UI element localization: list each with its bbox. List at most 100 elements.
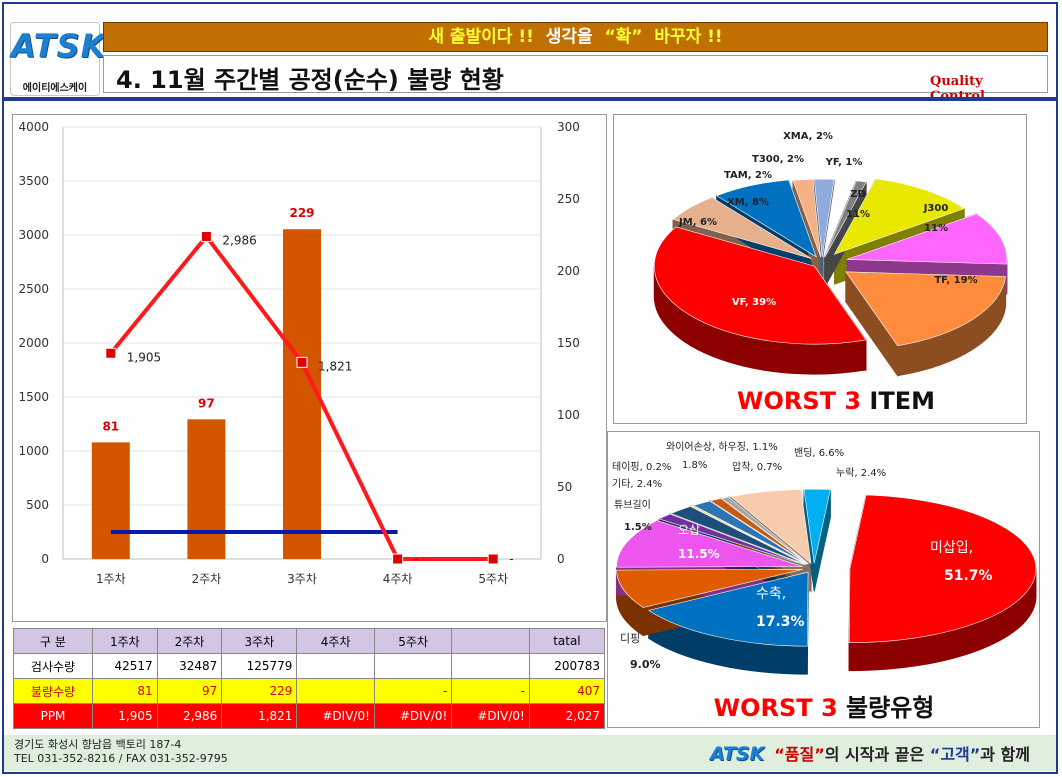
table-cell: 1,905 [92, 703, 158, 729]
qc-line-1: Quality [930, 74, 983, 89]
pie-slice [692, 500, 808, 565]
table-cell: - [373, 678, 453, 704]
company-address-block: 경기도 화성시 향남읍 백토리 187-4 TEL 031-352-8216 /… [14, 738, 228, 766]
ppm-data-label: - [509, 552, 513, 566]
y-tick-label-left: 500 [26, 498, 49, 512]
table-cell [373, 653, 453, 679]
table-cell: 42517 [92, 653, 158, 679]
table-cell: 407 [528, 678, 606, 704]
pie-slice-label: 1.8% [682, 460, 707, 471]
table-cell: 97 [156, 678, 223, 704]
bar-data-label: 81 [102, 419, 119, 433]
title-bar: 4. 11월 주간별 공정(순수) 불량 현황 Quality Control [103, 55, 1048, 104]
pie-slice [616, 520, 803, 568]
ppm-point [105, 347, 117, 359]
pie-slice-label: 수축, [756, 586, 786, 602]
pie-slice-value: 1.5% [624, 522, 652, 533]
pie-slice-label: 디핑 [620, 632, 640, 645]
table-row: 불량수량 81 97 229 - - 407 [13, 678, 606, 704]
y-tick-label-right: 100 [557, 408, 580, 422]
pie-slice-label: 테이핑, 0.2% [612, 461, 671, 473]
pie-slice [792, 178, 821, 258]
table-cell [451, 653, 530, 679]
table-cell: #DIV/0! [373, 703, 453, 729]
table-cell: 1,821 [221, 703, 298, 729]
pie-slice-label: 오삽 [678, 523, 700, 537]
page-title: 4. 11월 주간별 공정(순수) 불량 현황 [116, 66, 504, 94]
table-cell: 229 [221, 678, 298, 704]
weekly-chart-panel: 0 500 1000 1500 2000 2500 3000 3500 4000 0 50 100 15… [12, 114, 607, 622]
y-tick-label-right: 250 [557, 192, 580, 206]
table-cell: - [451, 678, 530, 704]
pie-slice-label: 누락, 2.4% [836, 467, 886, 479]
slogan-banner: 새 출발이다 !! 생각을 “확” 바꾸자 !! [103, 22, 1048, 52]
table-cell: 2,986 [156, 703, 223, 729]
pie-slice [616, 569, 803, 608]
pie-slice [658, 513, 806, 566]
ppm-data-label: - [414, 552, 418, 566]
x-tick-label: 5주차 [478, 572, 508, 586]
y-tick-label-left: 0 [41, 552, 49, 566]
header-divider [4, 97, 1056, 101]
y-tick-label-left: 3500 [18, 174, 49, 188]
footer: 경기도 화성시 향남읍 백토리 187-4 TEL 031-352-8216 /… [4, 735, 1056, 771]
pie-slice-value: 17.3% [756, 614, 805, 630]
pie-slice [690, 505, 807, 565]
footer-slogan: ATSK “품질”의 시작과 끝은 “고객”과 함께 [710, 741, 1030, 765]
table-header-cell: 1주차 [92, 628, 158, 654]
logo-subtitle: 에이티에스케이 [22, 83, 88, 94]
table-row: 검사수량 42517 32487 125779 200783 [13, 653, 606, 679]
pie-slice-label: XM, 8% [727, 197, 769, 208]
table-cell: 32487 [156, 653, 223, 679]
pie-title-number: 3 [821, 694, 846, 722]
weekly-stats-table: 구 분 1주차 2주차 3주차 4주차 5주차 tatal 검사수량 42517… [13, 628, 606, 729]
pie-slice [648, 571, 809, 647]
pie-slice [846, 213, 1008, 265]
x-tick-label: 1주차 [96, 572, 126, 586]
pie-slice-label: J300 [923, 203, 949, 214]
pie-slice-value: 11% [846, 209, 870, 220]
ppm-point [296, 356, 308, 368]
pie-slice [803, 488, 831, 564]
bar [283, 229, 321, 559]
pie-slice-label: XMA, 2% [783, 131, 833, 142]
table-header-cell [451, 628, 530, 654]
table-row: PPM 1,905 2,986 1,821 #DIV/0! #DIV/0! #D… [13, 703, 606, 729]
banner-part-4: 바꾸자 !! [654, 27, 723, 47]
bar-data-label: 97 [198, 396, 215, 410]
table-cell: #DIV/0! [296, 703, 375, 729]
pie-slice [824, 180, 867, 258]
pie-slice-label: JM, 6% [678, 217, 717, 228]
company-phone: TEL 031-352-8216 / FAX 031-352-9795 [14, 752, 228, 765]
pie-slice-label: TF, 19% [934, 275, 977, 286]
company-address: 경기도 화성시 향남읍 백토리 187-4 [14, 738, 182, 751]
ppm-point [487, 553, 499, 565]
pie-slice-label: YF, 1% [825, 157, 863, 168]
banner-part-1: 새 출발이다 !! [428, 27, 534, 47]
pie-title-worst: WORST [737, 387, 844, 415]
bar [91, 442, 130, 559]
pie-slice-value: 11% [924, 223, 948, 234]
bar [187, 419, 226, 559]
slogan-quality: “품질” [774, 745, 825, 764]
pie-slice-value: 9.0% [630, 658, 661, 671]
ppm-data-label: 1,905 [127, 350, 161, 364]
pie-title-number: 3 [844, 387, 869, 415]
pie-slice [653, 226, 867, 345]
x-tick-label: 4주차 [383, 572, 413, 586]
pie-slice-label: ZD [850, 189, 866, 200]
worst-item-panel: ZD 11% J300 11% TF, 19% VF, 39% JM, 6% XM, 8% TA… [613, 114, 1027, 424]
pie-slice [730, 489, 812, 565]
table-header-cell: 4주차 [296, 628, 375, 654]
slogan-end: 과 함께 [980, 745, 1031, 764]
y-tick-label-right: 0 [557, 552, 565, 566]
table-cell: 81 [92, 678, 158, 704]
pie-slice-label: 와이어손상, 하우징, 1.1% [666, 440, 778, 453]
pie-title-rest: ITEM [869, 387, 935, 415]
pie-slice [672, 197, 812, 259]
pie-slice-value: 11.5% [678, 547, 720, 561]
pie-slice-label: 미삽입, [930, 540, 973, 556]
table-cell: #DIV/0! [451, 703, 530, 729]
pie-slice-label: VF, 39% [732, 297, 776, 308]
